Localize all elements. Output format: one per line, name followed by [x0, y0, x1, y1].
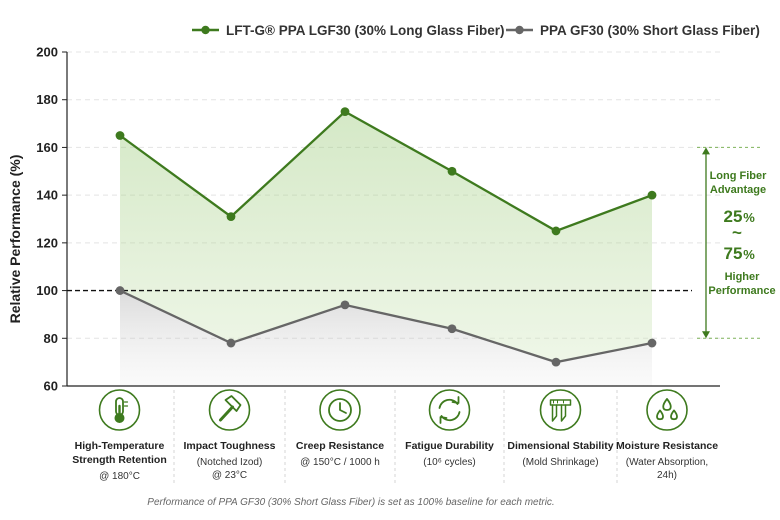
category-subtitle: (10⁶ cycles)	[423, 457, 475, 468]
data-point	[551, 357, 561, 367]
short-fiber-area-fill	[120, 290, 652, 386]
category-subtitle: @ 23°C	[212, 470, 247, 481]
annotation-text: Higher	[725, 271, 761, 283]
y-tick-label: 80	[44, 331, 58, 346]
data-point	[647, 338, 657, 348]
y-tick-label: 120	[36, 235, 58, 250]
category-subtitle: 24h)	[657, 470, 677, 481]
annotation-low-value: 25	[724, 207, 743, 226]
clock-face	[328, 398, 352, 422]
annotation-high-value: 75	[724, 244, 743, 263]
category-title: Fatigue Durability	[405, 440, 494, 452]
category-labels: High-Temperature Strength Retention @ 180°…	[72, 389, 718, 484]
legend-entry: PPA GF30 (30% Short Glass Fiber)	[540, 23, 760, 38]
annotation-text: Long Fiber	[710, 170, 768, 182]
y-axis-label: Relative Performance (%)	[7, 155, 23, 324]
data-point	[340, 300, 350, 310]
category-title: Strength Retention	[72, 454, 167, 466]
icon-ring	[319, 389, 361, 431]
hammer-head	[224, 395, 242, 412]
caliper-icon	[539, 389, 582, 431]
annotation-arrowhead-down	[702, 331, 710, 339]
legend: LFT-G® PPA LGF30 (30% Long Glass Fiber) P…	[192, 23, 760, 38]
category-title: High-Temperature	[75, 440, 165, 452]
annotation-tilde: ~	[732, 223, 742, 242]
y-tick-label: 160	[36, 140, 58, 155]
water-drop	[656, 409, 664, 421]
caliper-jaw-slide	[560, 404, 567, 422]
legend-swatch-marker	[515, 25, 524, 35]
annotation-text: Performance	[708, 285, 775, 297]
y-tick-label: 140	[36, 188, 58, 203]
category-subtitle: (Water Absorption,	[626, 457, 708, 468]
thermometer-icon	[98, 389, 141, 431]
footnote-text: Performance of PPA GF30 (30% Short Glass…	[147, 497, 554, 508]
category-title: Dimensional Stability	[507, 440, 613, 452]
category-title: Impact Toughness	[184, 440, 276, 452]
icon-ring	[98, 389, 141, 431]
series-line-long-fiber	[119, 110, 653, 233]
clock-icon	[319, 389, 361, 431]
category-title: Creep Resistance	[296, 440, 384, 452]
y-tick-label: 100	[36, 283, 58, 298]
clock-hands	[339, 402, 347, 414]
category-subtitle: @ 150°C / 1000 h	[300, 457, 380, 468]
icon-ring	[428, 389, 471, 431]
annotation-unit: %	[743, 210, 755, 225]
y-tick-label: 200	[36, 45, 58, 60]
category-subtitle: @ 180°C	[99, 471, 140, 482]
cycle-arrowhead	[439, 416, 448, 424]
footnote: Performance of PPA GF30 (30% Short Glass…	[147, 497, 554, 508]
y-tick-label: 60	[44, 379, 58, 394]
data-point	[115, 286, 125, 295]
data-point	[226, 212, 236, 222]
annotation-text: Advantage	[710, 184, 766, 196]
hammer-handle	[219, 405, 234, 422]
data-point	[551, 226, 561, 236]
annotation-arrowhead-up	[702, 147, 710, 155]
cycle-arc-bottom	[440, 411, 461, 422]
data-point	[447, 324, 457, 334]
series-lines	[115, 107, 657, 367]
axes: 60 80 100 120 140 160 180 200 Relative Performan…	[7, 45, 720, 394]
category-subtitle: (Mold Shrinkage)	[522, 457, 598, 468]
category-title: Moisture Resistance	[616, 440, 718, 452]
thermo-bulb	[114, 413, 125, 423]
data-point	[115, 131, 125, 140]
data-point	[340, 107, 350, 117]
icon-ring	[646, 389, 688, 431]
cycle-arrowhead	[451, 396, 460, 404]
cycle-arrows-icon	[428, 389, 471, 431]
cycle-arc-top	[438, 398, 459, 409]
data-point	[226, 338, 236, 348]
caliper-jaw-fixed	[551, 404, 558, 422]
caliper-beam	[549, 399, 572, 406]
area-fills	[120, 111, 652, 386]
water-drops-icon	[646, 389, 688, 431]
water-drop	[662, 398, 672, 411]
y-tick-label: 180	[36, 92, 58, 107]
water-drop	[670, 409, 678, 421]
data-point	[647, 190, 657, 200]
icon-ring	[539, 389, 582, 431]
advantage-annotation: Long Fiber Advantage 25 %~75 % Higher Performa…	[697, 146, 776, 339]
annotation-unit: %	[743, 247, 755, 262]
series-line-short-fiber	[119, 289, 653, 364]
data-point	[447, 166, 457, 176]
category-subtitle: (Notched Izod)	[197, 457, 263, 468]
advantage-area-fill	[120, 111, 652, 363]
hammer-icon	[208, 389, 251, 431]
icon-ring	[208, 389, 251, 431]
legend-entry: LFT-G® PPA LGF30 (30% Long Glass Fiber)	[226, 23, 504, 38]
legend-swatch-marker	[201, 25, 210, 35]
